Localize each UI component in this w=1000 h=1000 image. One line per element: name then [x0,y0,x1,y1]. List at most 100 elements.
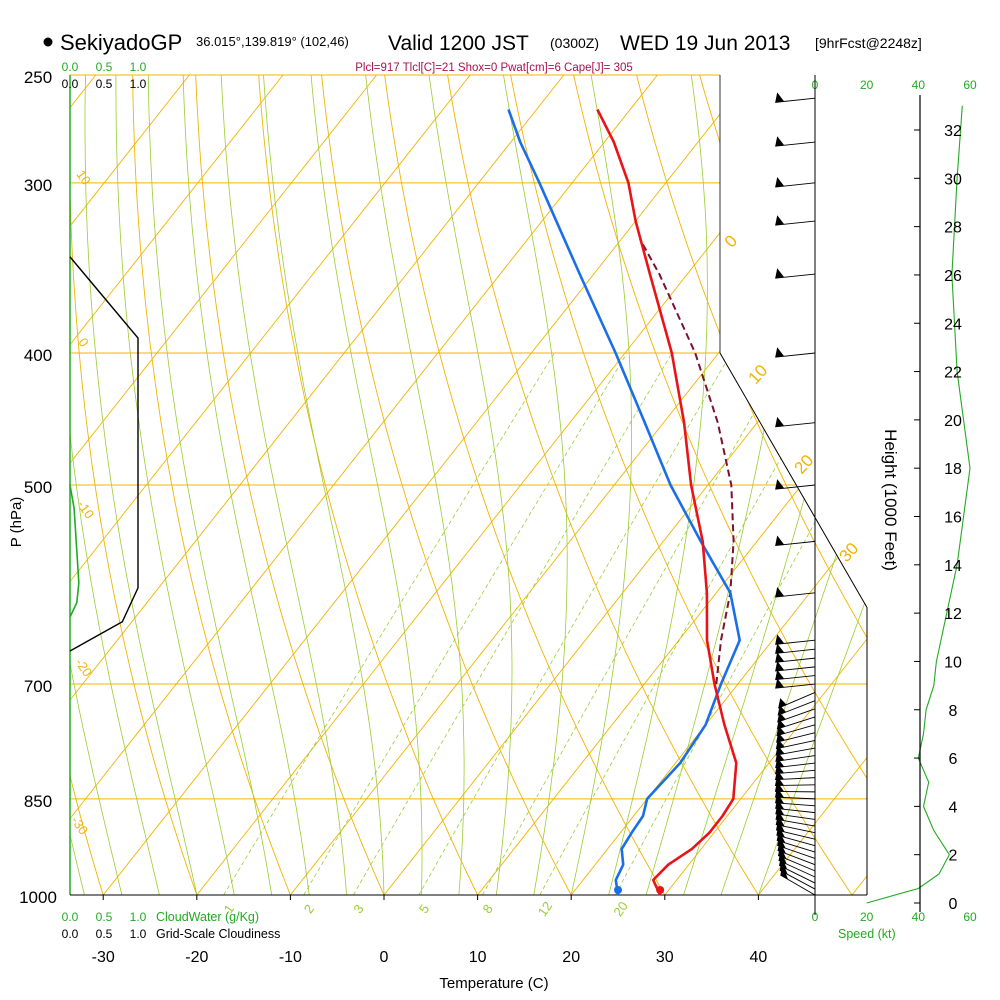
moist-adiabat-lines [70,75,867,895]
moist-adiabat-line [608,75,708,895]
x-axis-title: Temperature (C) [439,975,548,992]
moist-adiabat-line [70,75,160,895]
wind-barb-shaft [778,859,816,878]
wind-barb [775,652,816,663]
cloudiness-scale-bottom: 0.5 [96,927,113,941]
moist-adiabat-line [84,75,198,895]
valid-date: WED 19 Jun 2013 [620,32,790,55]
mixing-ratio-label: 8 [479,902,495,917]
station-bullet-icon [43,37,53,47]
wind-barb-shaft [775,639,816,645]
pressure-tick-label: 850 [24,792,52,811]
mixing-ratio-line [539,352,841,895]
cloudwater-scale-bottom: 1.0 [130,910,147,924]
cloudiness-scale-top: 0.0 [62,77,79,91]
pressure-tick-label: 500 [24,478,52,497]
wind-barb-shaft [775,675,816,681]
wind-barb-flag [775,643,785,654]
wind-barb-shaft [775,796,816,800]
wind-barb-shaft [775,220,816,226]
dry-adiabat-line [384,75,666,895]
temperature-tick-label: 10 [469,949,487,966]
wind-barb-flag [775,678,785,689]
wind-barb [775,136,816,147]
wind-barb-shaft [776,724,816,737]
wind-barb-shaft [775,813,816,820]
speed-tick-label-top: 20 [860,78,874,92]
cloudiness-scale-bottom: 0.0 [62,927,79,941]
cloudiness-scale-bottom: 1.0 [130,927,147,941]
wind-barb [775,669,816,681]
cloudiness-scale-top: 0.5 [96,77,113,91]
moist-adiabat-line [263,75,385,895]
parcel-trace [639,238,735,685]
wind-barb-shaft [775,777,816,781]
moist-adiabat-label: -10 [74,497,97,521]
isotherm-line [70,75,190,895]
surface-temperature-marker [656,886,665,894]
cloudiness-scale-top: 1.0 [130,77,147,91]
wind-barbs [774,92,816,896]
dry-adiabat-line [952,75,1000,895]
dry-adiabat-line [825,75,867,895]
wind-barb-flag [775,136,785,147]
y-axis-title: P (hPa) [8,497,25,548]
temperature-tick-label: 0 [380,949,389,966]
moist-adiabat-line [115,75,235,895]
wind-barb-flag [775,416,785,427]
wind-barb-shaft [775,422,816,428]
isotherm-line [0,75,2,895]
pressure-tick-label: 300 [24,176,52,195]
wind-barb [775,479,816,490]
mixing-ratio-label: 2 [301,902,317,917]
height-tick-label: 4 [949,799,958,816]
dry-adiabat-line [70,75,198,895]
mixing-ratio-label: 3 [350,902,366,917]
wind-barb-flag [775,669,785,680]
speed-axis-title: Speed (kt) [838,927,896,941]
temperature-tick-label: 40 [750,949,768,966]
height-tick-label: 10 [944,654,962,671]
wind-barb-flag [775,92,785,103]
cloudwater-scale-bottom: 0.5 [96,910,113,924]
height-tick-label: 18 [944,461,962,478]
diagonal-frame-line [719,352,868,895]
moist-adiabat-line [365,75,465,895]
mixing-ratio-label: 12 [535,899,556,919]
station-name: SekiyadoGP [60,30,182,55]
wind-barb-shaft [775,683,816,689]
pressure-tick-label: 250 [24,68,52,87]
moist-adiabat-label: -20 [72,655,95,679]
dry-adiabat-label: 10 [745,361,772,388]
mixing-ratio-line [615,352,867,895]
wind-barb-flag [775,652,785,663]
cloudiness-profile [69,256,139,652]
dry-adiabat-line [258,75,479,895]
mixing-ratio-lines: 1 2 3 5 8 12 20 [221,352,867,919]
moist-adiabat-line [428,75,513,895]
speed-tick-label-bottom: 60 [963,910,977,924]
wind-barb-flag [775,347,785,358]
wind-barb-shaft [776,732,816,743]
cloudwater-scale-top: 0.5 [96,60,113,74]
dry-adiabat-line [510,75,853,895]
dry-adiabat-line [132,75,291,895]
height-tick-label: 28 [944,220,962,237]
height-tick-label: 14 [944,558,962,575]
speed-tick-label-top: 60 [963,78,977,92]
dry-adiabat-line [889,75,1000,895]
cloudwater-scale-bottom: 0.0 [62,910,79,924]
wind-barb-shaft [775,97,816,103]
dry-adiabat-line [447,75,759,895]
wind-barb-flag [775,587,785,598]
wind-barb [775,416,816,428]
temperature-tick-label: 30 [656,949,674,966]
stability-indices: Plcl=917 Tlcl[C]=21 Shox=0 Pwat[cm]=6 Ca… [355,62,633,74]
wind-barb [775,634,816,645]
wind-barb-flag [775,215,785,226]
